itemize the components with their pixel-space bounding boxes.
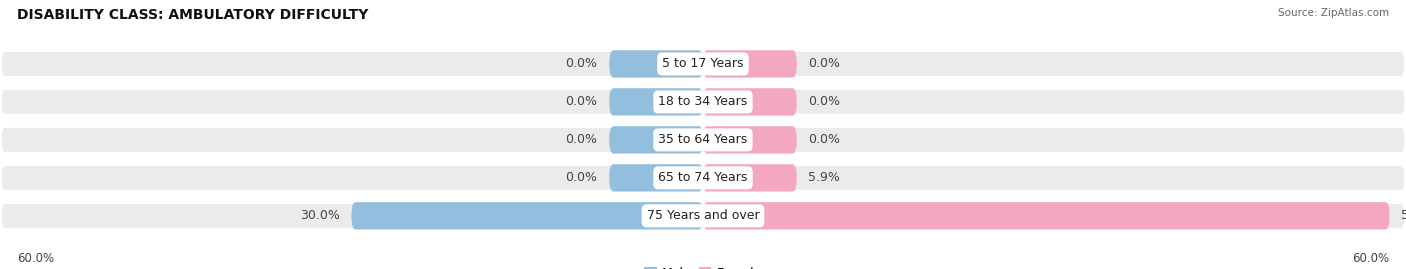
Text: 0.0%: 0.0%: [565, 95, 598, 108]
Text: 0.0%: 0.0%: [808, 57, 841, 70]
FancyBboxPatch shape: [703, 126, 797, 154]
Text: 5.9%: 5.9%: [808, 171, 841, 184]
Text: 0.0%: 0.0%: [565, 133, 598, 146]
Text: 0.0%: 0.0%: [808, 95, 841, 108]
FancyBboxPatch shape: [703, 164, 797, 192]
FancyBboxPatch shape: [703, 88, 797, 116]
Text: 0.0%: 0.0%: [808, 133, 841, 146]
Text: 60.0%: 60.0%: [17, 252, 53, 265]
FancyBboxPatch shape: [0, 88, 1406, 116]
Text: 30.0%: 30.0%: [299, 209, 340, 222]
Text: 65 to 74 Years: 65 to 74 Years: [658, 171, 748, 184]
Text: Source: ZipAtlas.com: Source: ZipAtlas.com: [1278, 8, 1389, 18]
Text: 18 to 34 Years: 18 to 34 Years: [658, 95, 748, 108]
FancyBboxPatch shape: [0, 126, 1406, 154]
FancyBboxPatch shape: [703, 202, 1389, 229]
FancyBboxPatch shape: [703, 50, 797, 77]
FancyBboxPatch shape: [0, 202, 1406, 229]
FancyBboxPatch shape: [609, 50, 703, 77]
Text: 58.6%: 58.6%: [1402, 209, 1406, 222]
FancyBboxPatch shape: [609, 126, 703, 154]
FancyBboxPatch shape: [352, 202, 703, 229]
Text: 60.0%: 60.0%: [1353, 252, 1389, 265]
Text: 75 Years and over: 75 Years and over: [647, 209, 759, 222]
Text: 0.0%: 0.0%: [565, 57, 598, 70]
FancyBboxPatch shape: [609, 164, 703, 192]
FancyBboxPatch shape: [609, 88, 703, 116]
Legend: Male, Female: Male, Female: [640, 262, 766, 269]
Text: 5 to 17 Years: 5 to 17 Years: [662, 57, 744, 70]
Text: DISABILITY CLASS: AMBULATORY DIFFICULTY: DISABILITY CLASS: AMBULATORY DIFFICULTY: [17, 8, 368, 22]
FancyBboxPatch shape: [0, 164, 1406, 192]
Text: 0.0%: 0.0%: [565, 171, 598, 184]
Text: 35 to 64 Years: 35 to 64 Years: [658, 133, 748, 146]
FancyBboxPatch shape: [0, 50, 1406, 77]
